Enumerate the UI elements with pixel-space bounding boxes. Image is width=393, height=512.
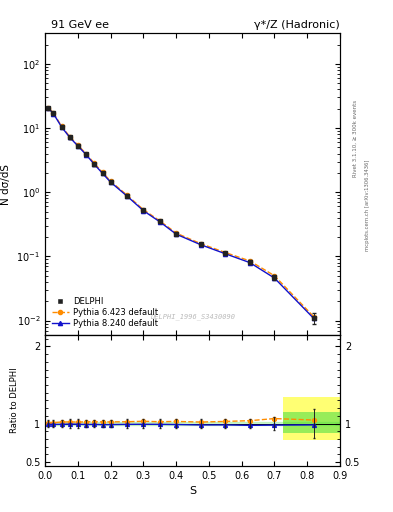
Text: γ*/Z (Hadronic): γ*/Z (Hadronic) <box>254 20 340 31</box>
Text: mcplots.cern.ch [arXiv:1306.3436]: mcplots.cern.ch [arXiv:1306.3436] <box>365 159 370 250</box>
Text: DELPHI_1996_S3430090: DELPHI_1996_S3430090 <box>150 313 235 320</box>
Legend: DELPHI, Pythia 6.423 default, Pythia 8.240 default: DELPHI, Pythia 6.423 default, Pythia 8.2… <box>50 294 160 331</box>
Y-axis label: Ratio to DELPHI: Ratio to DELPHI <box>10 368 19 433</box>
Text: Rivet 3.1.10, ≥ 300k events: Rivet 3.1.10, ≥ 300k events <box>353 100 358 177</box>
Bar <box>45 422 340 425</box>
Y-axis label: N dσ/dS: N dσ/dS <box>1 163 11 205</box>
Bar <box>283 396 340 440</box>
X-axis label: S: S <box>189 486 196 496</box>
Bar <box>283 412 340 433</box>
Text: 91 GeV ee: 91 GeV ee <box>51 20 109 31</box>
